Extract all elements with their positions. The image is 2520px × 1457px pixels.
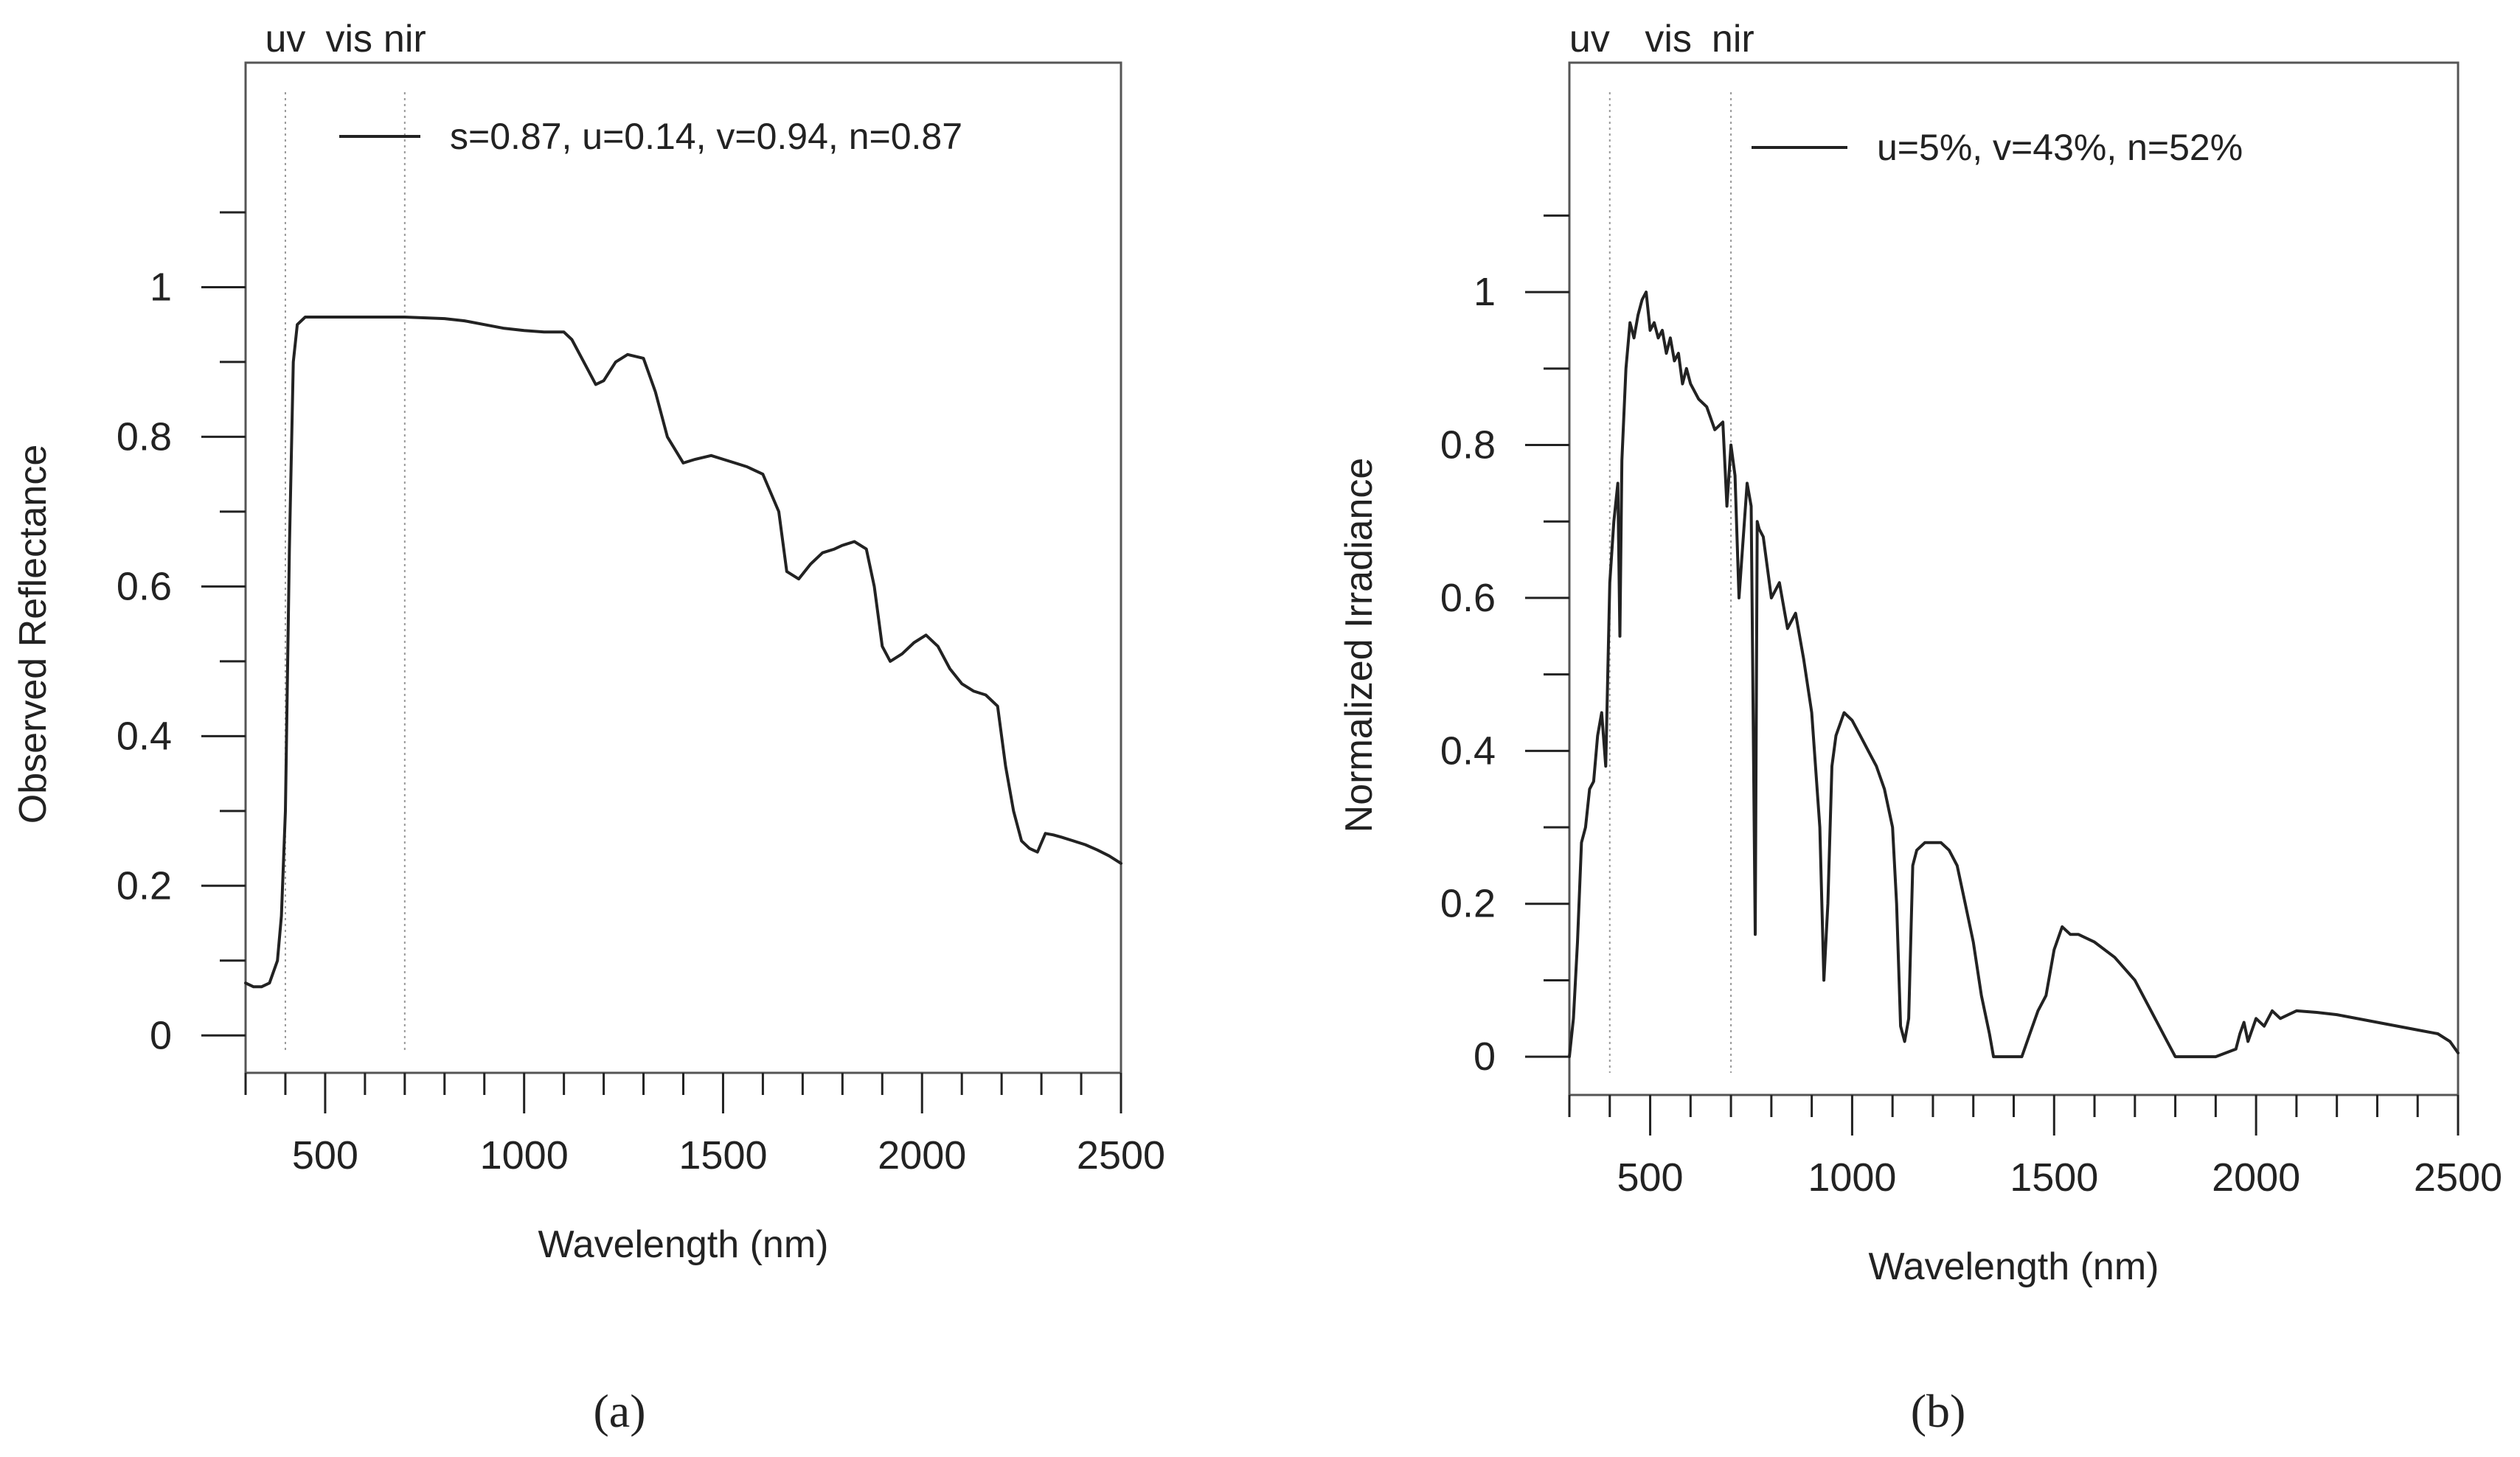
x-tick-label: 2500 <box>2414 1155 2502 1200</box>
x-tick-label: 2500 <box>1077 1133 1165 1178</box>
x-tick-label: 1000 <box>480 1133 569 1178</box>
y-tick-label: 1 <box>1474 270 1496 314</box>
y-tick-label: 0.6 <box>117 564 172 608</box>
y-tick-label: 0 <box>150 1013 172 1057</box>
y-tick-label: 0.2 <box>117 863 172 908</box>
x-tick-label: 2000 <box>2212 1155 2300 1200</box>
y-tick-label: 0.2 <box>1440 882 1496 926</box>
y-axis-label: Observed Reflectance <box>12 445 55 824</box>
y-tick-label: 0 <box>1474 1034 1496 1079</box>
series-line <box>1568 291 2460 1059</box>
panel-b-caption: (b) <box>1911 1385 1966 1437</box>
x-tick-label: 1000 <box>1808 1155 1896 1200</box>
x-axis-label: Wavelength (nm) <box>1869 1245 2159 1288</box>
panel-a-caption: (a) <box>593 1385 645 1437</box>
y-tick-label: 0.8 <box>117 414 172 459</box>
x-tick-label: 1500 <box>678 1133 767 1178</box>
y-tick-label: 0.4 <box>117 714 172 758</box>
band-label-vis: vis <box>1645 18 1692 60</box>
y-tick-label: 0.6 <box>1440 576 1496 620</box>
y-tick-label: 0.4 <box>1440 728 1496 773</box>
band-label-vis: vis <box>326 18 373 60</box>
band-label-nir: nir <box>1712 18 1754 60</box>
x-tick-label: 500 <box>1617 1155 1683 1200</box>
x-tick-label: 1500 <box>2010 1155 2098 1200</box>
band-label-uv: uv <box>1569 18 1610 60</box>
x-tick-label: 500 <box>292 1133 358 1178</box>
x-axis-label: Wavelength (nm) <box>538 1223 829 1266</box>
y-tick-label: 0.8 <box>1440 423 1496 467</box>
legend-text: s=0.87, u=0.14, v=0.94, n=0.87 <box>450 116 962 157</box>
y-axis-label: Normalized Irradiance <box>1338 458 1381 833</box>
series-line <box>244 316 1122 989</box>
band-label-uv: uv <box>265 18 305 60</box>
x-tick-label: 2000 <box>878 1133 966 1178</box>
legend-text: u=5%, v=43%, n=52% <box>1877 127 2243 168</box>
band-label-nir: nir <box>383 18 426 60</box>
y-tick-label: 1 <box>150 265 172 309</box>
